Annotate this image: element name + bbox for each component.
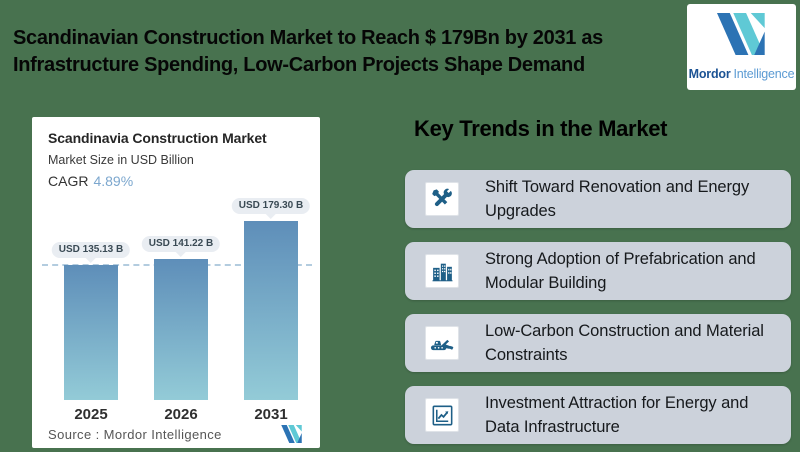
- trend-text: Low-Carbon Construction and Material Con…: [485, 321, 764, 365]
- trends-heading: Key Trends in the Market: [414, 116, 668, 141]
- chart-subtitle: Market Size in USD Billion: [48, 153, 194, 167]
- trend-text: Investment Attraction for Energy and Dat…: [485, 393, 749, 437]
- excavator-icon: [430, 339, 453, 350]
- growth-chart-icon: [432, 405, 452, 425]
- brand-logo: Mordor Intelligence: [687, 4, 796, 90]
- chart-card: Scandinavia Construction Market Market S…: [32, 117, 320, 448]
- mini-mordor-logo-icon: [281, 425, 302, 443]
- tools-icon: [431, 188, 452, 206]
- trend-card: Investment Attraction for Energy and Dat…: [405, 386, 791, 444]
- x-axis-label: 2025: [74, 406, 108, 423]
- source-row: Source : Mordor Intelligence: [48, 423, 307, 445]
- trend-icon-tile: [425, 326, 459, 360]
- trend-text-wrap: Strong Adoption of Prefabrication and Mo…: [485, 242, 787, 300]
- chart-cagr: CAGR 4.89%: [48, 173, 133, 189]
- trend-text-wrap: Low-Carbon Construction and Material Con…: [485, 314, 787, 372]
- buildings-icon: [432, 263, 452, 281]
- page-title-line2: Infrastructure Spending, Low-Carbon Proj…: [13, 54, 585, 76]
- trend-card: Shift Toward Renovation and Energy Upgra…: [405, 170, 791, 228]
- x-axis-label: 2026: [164, 406, 198, 423]
- bar-2025: [64, 265, 118, 400]
- trend-text-wrap: Investment Attraction for Energy and Dat…: [485, 386, 787, 444]
- trend-text-wrap: Shift Toward Renovation and Energy Upgra…: [485, 170, 787, 228]
- bar-2026: [154, 259, 208, 400]
- brand-name-bold: Mordor: [688, 67, 731, 81]
- cagr-value: 4.89%: [93, 173, 134, 189]
- bar-2031: [244, 221, 298, 400]
- page-title: Scandinavian Construction Market to Reac…: [13, 25, 678, 79]
- trend-icon-tile: [425, 254, 459, 288]
- chart-title: Scandinavia Construction Market: [48, 130, 267, 146]
- trend-card: Strong Adoption of Prefabrication and Mo…: [405, 242, 791, 300]
- source-label: Source : Mordor Intelligence: [48, 426, 222, 442]
- trend-icon-tile: [425, 398, 459, 432]
- bar-value-pill: USD 179.30 B: [231, 198, 311, 219]
- mordor-m-icon: [716, 13, 765, 55]
- cagr-label: CAGR: [48, 173, 89, 189]
- trend-card: Low-Carbon Construction and Material Con…: [405, 314, 791, 372]
- x-axis-label: 2031: [254, 406, 288, 423]
- brand-name-light: Intelligence: [733, 67, 795, 81]
- bar-value-pill: USD 135.13 B: [51, 242, 131, 263]
- bar-value-pill: USD 141.22 B: [141, 236, 221, 257]
- trend-text: Shift Toward Renovation and Energy Upgra…: [485, 177, 750, 221]
- brand-wordmark: Mordor Intelligence: [687, 67, 796, 81]
- trend-icon-tile: [425, 182, 459, 216]
- page-title-line1: Scandinavian Construction Market to Reac…: [13, 27, 603, 49]
- trend-text: Strong Adoption of Prefabrication and Mo…: [485, 249, 756, 293]
